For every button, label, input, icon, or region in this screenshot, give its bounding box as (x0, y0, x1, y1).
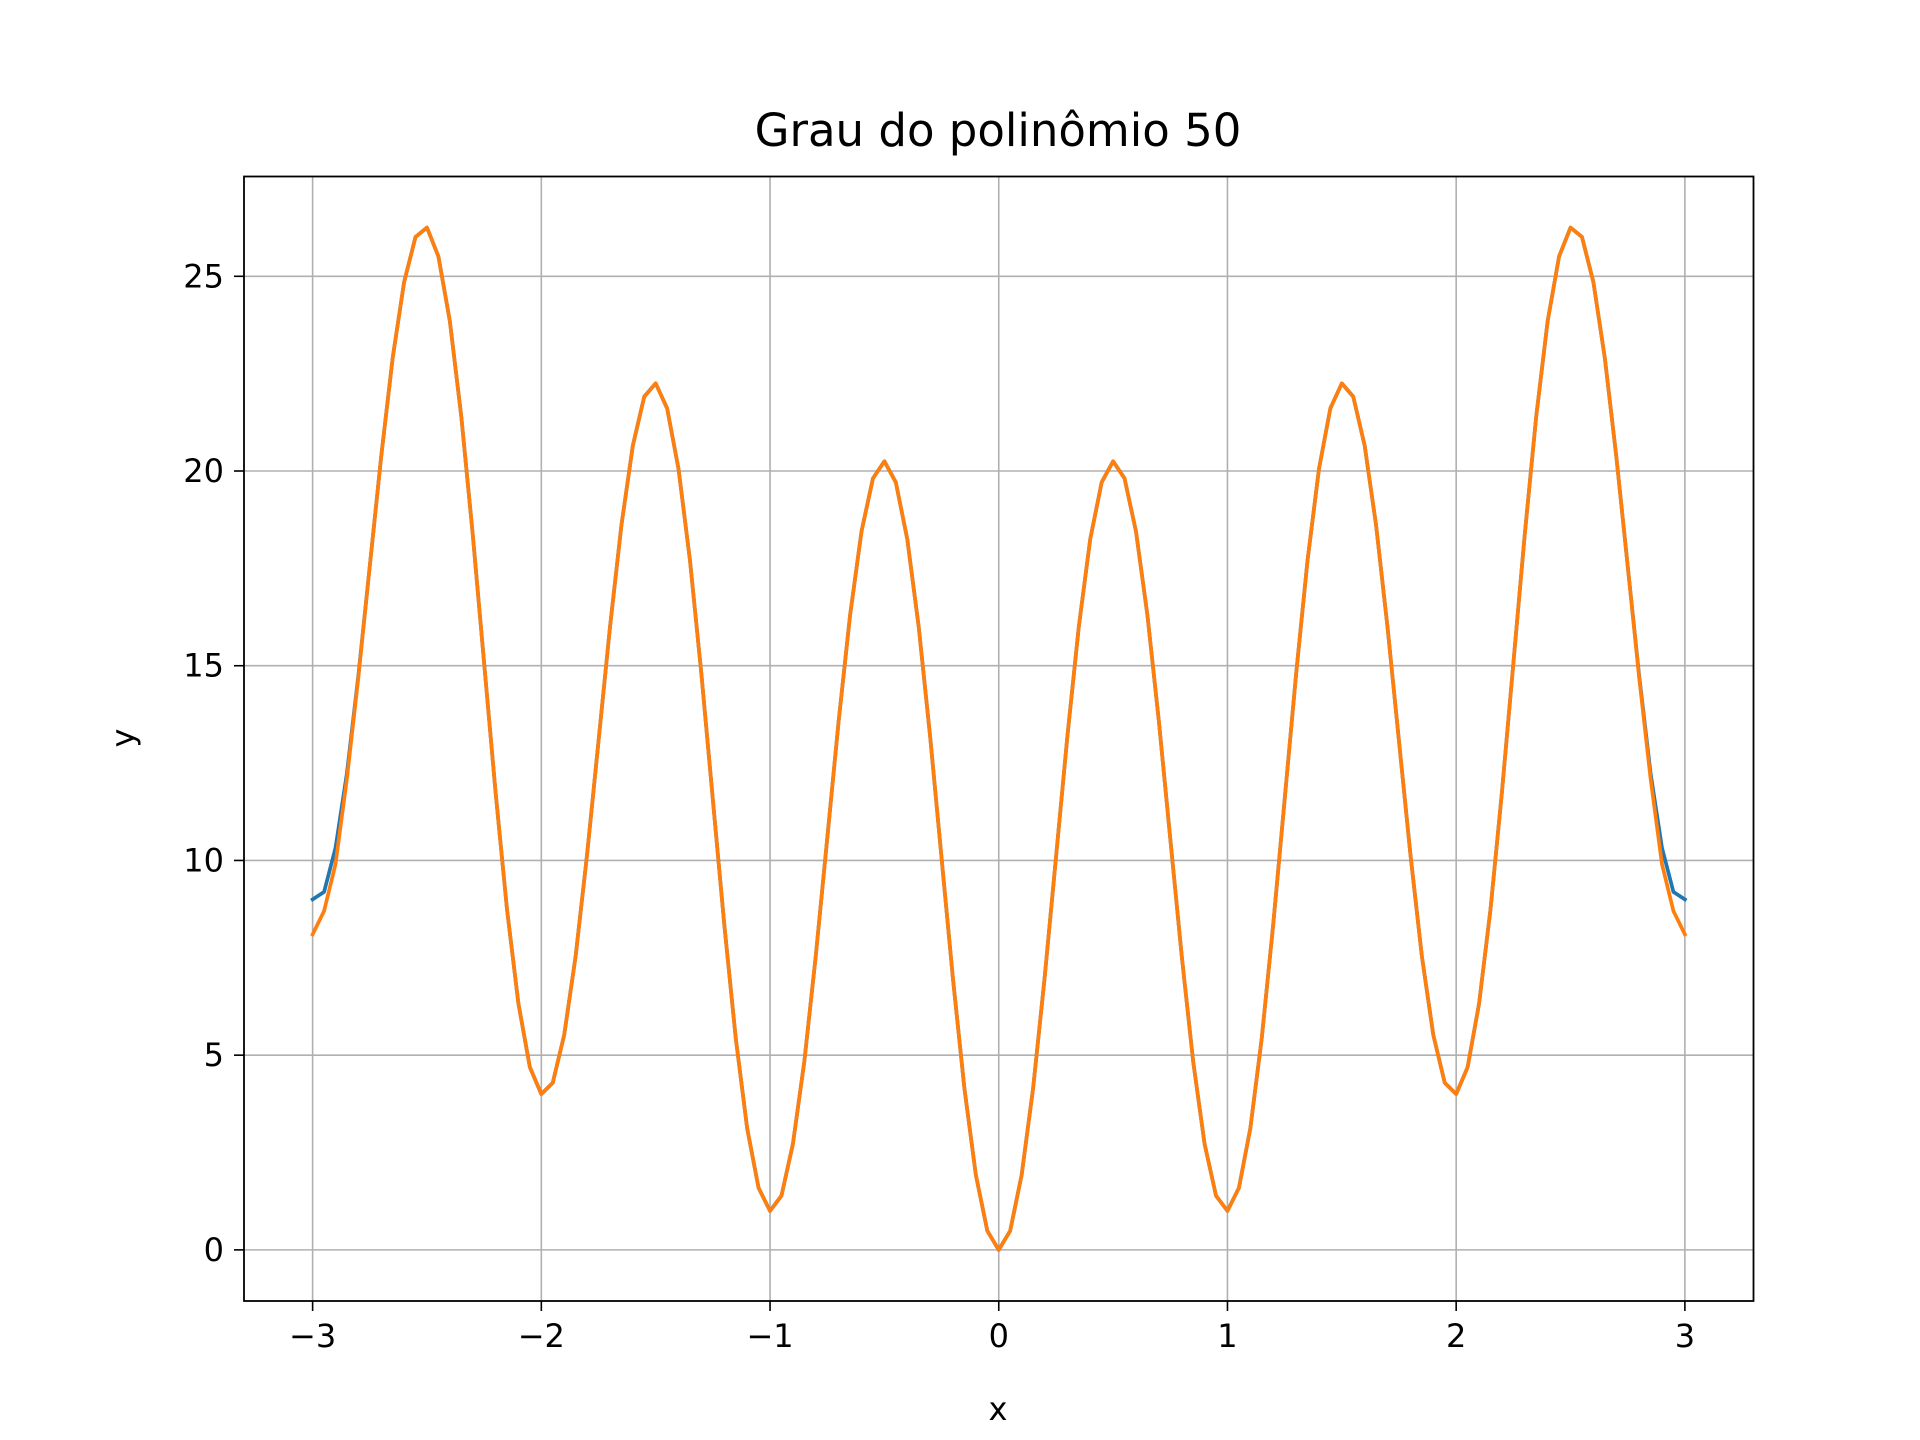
x-tick-label: −2 (518, 1317, 565, 1355)
y-tick-label: 20 (183, 452, 224, 490)
grid (244, 176, 1754, 1301)
data-line (310, 225, 1688, 1252)
x-tick-label: 3 (1675, 1317, 1695, 1355)
x-axis-label: x (989, 1390, 1008, 1428)
x-tick-label: −1 (746, 1317, 793, 1355)
y-tick-label: 15 (183, 647, 224, 685)
plot-lines (310, 225, 1688, 1252)
y-tick-label: 25 (183, 257, 224, 295)
x-tick-label: 1 (1217, 1317, 1237, 1355)
y-tick-label: 5 (204, 1036, 224, 1074)
y-tick-label: 10 (183, 841, 224, 879)
x-tick-label: 2 (1446, 1317, 1466, 1355)
y-axis-label: y (104, 729, 142, 748)
y-tick-label: 0 (204, 1231, 224, 1269)
ticks: −3 −2 −1 0 1 2 3 0 5 10 15 20 25 (183, 257, 1695, 1355)
chart-title: Grau do polinômio 50 (755, 104, 1242, 157)
x-tick-label: −3 (289, 1317, 336, 1355)
x-tick-label: 0 (989, 1317, 1009, 1355)
